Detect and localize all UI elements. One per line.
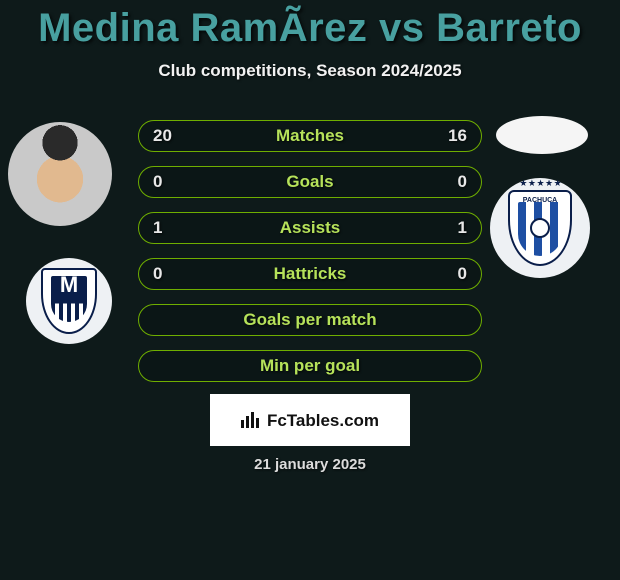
stat-left-value: 0 <box>153 259 162 289</box>
stat-row-min-per-goal: Min per goal <box>138 350 482 382</box>
bar-chart-icon <box>241 410 261 431</box>
player-face-icon <box>8 122 112 226</box>
stat-row-goals: 0 Goals 0 <box>138 166 482 198</box>
stat-left-value: 20 <box>153 121 172 151</box>
stat-label: Goals per match <box>243 310 376 330</box>
pachuca-crest-icon: PACHUCA <box>508 190 572 266</box>
player-right-photo <box>496 116 588 154</box>
stat-row-assists: 1 Assists 1 <box>138 212 482 244</box>
pachuca-ball-icon <box>530 218 550 238</box>
stat-row-hattricks: 0 Hattricks 0 <box>138 258 482 290</box>
club-badge-left <box>26 258 112 344</box>
stat-right-value: 16 <box>448 121 467 151</box>
stat-label: Assists <box>280 218 340 238</box>
date-text: 21 january 2025 <box>0 456 620 473</box>
monterrey-crest-icon <box>41 268 97 334</box>
stat-left-value: 0 <box>153 167 162 197</box>
stat-rows: 20 Matches 16 0 Goals 0 1 Assists 1 0 Ha… <box>138 120 482 396</box>
brand-watermark: FcTables.com <box>210 394 410 446</box>
page-title: Medina RamÃ­rez vs Barreto <box>0 0 620 51</box>
stat-label: Matches <box>276 126 344 146</box>
stat-row-goals-per-match: Goals per match <box>138 304 482 336</box>
stat-label: Min per goal <box>260 356 360 376</box>
club-badge-right: PACHUCA <box>490 178 590 278</box>
stat-right-value: 0 <box>458 167 467 197</box>
stat-label: Goals <box>286 172 333 192</box>
stat-right-value: 1 <box>458 213 467 243</box>
subtitle: Club competitions, Season 2024/2025 <box>0 61 620 81</box>
player-left-photo <box>8 122 112 226</box>
stat-row-matches: 20 Matches 16 <box>138 120 482 152</box>
stat-right-value: 0 <box>458 259 467 289</box>
brand-text: FcTables.com <box>267 412 379 429</box>
stat-label: Hattricks <box>274 264 347 284</box>
stat-left-value: 1 <box>153 213 162 243</box>
